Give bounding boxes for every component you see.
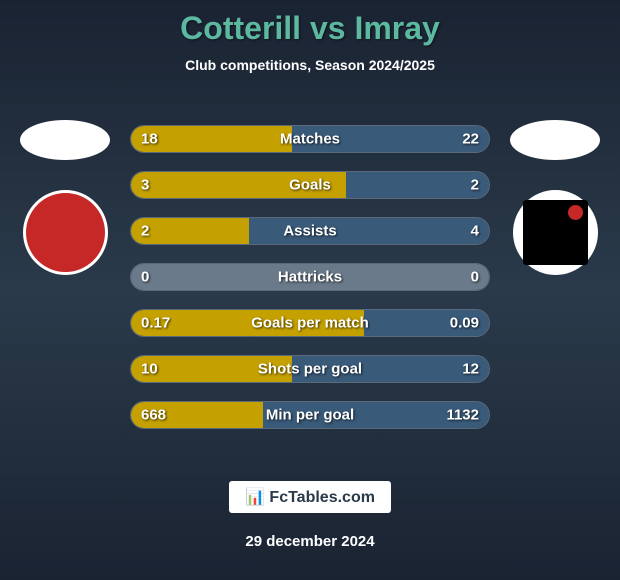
badge-bromley-icon	[523, 200, 588, 265]
stat-bar-right	[346, 172, 489, 198]
stat-label: Min per goal	[266, 407, 354, 424]
stat-row-matches: 18 Matches 22	[130, 125, 490, 153]
stat-label: Assists	[283, 223, 336, 240]
stat-row-hattricks: 0 Hattricks 0	[130, 263, 490, 291]
stat-value-right: 0.09	[450, 315, 479, 332]
stat-value-left: 0.17	[141, 315, 170, 332]
footer: 📊 FcTables.com 29 december 2024	[0, 481, 620, 550]
logo-box: 📊 FcTables.com	[229, 481, 391, 513]
club-badge-left	[23, 190, 108, 275]
club-badge-right	[513, 190, 598, 275]
player-left-panel	[20, 120, 110, 275]
stat-value-right: 2	[471, 177, 479, 194]
stat-value-right: 4	[471, 223, 479, 240]
stat-label: Hattricks	[278, 269, 342, 286]
stat-label: Shots per goal	[258, 361, 362, 378]
stat-value-right: 1132	[446, 407, 479, 424]
header: Cotterill vs Imray Club competitions, Se…	[0, 0, 620, 73]
comparison-title: Cotterill vs Imray	[0, 10, 620, 47]
logo-chart-icon: 📊	[245, 489, 265, 506]
stat-label: Matches	[280, 131, 340, 148]
stat-value-left: 668	[141, 407, 166, 424]
stat-value-left: 10	[141, 361, 158, 378]
stats-container: 18 Matches 22 3 Goals 2 2 Assists 4 0 Ha…	[130, 125, 490, 447]
stat-value-left: 3	[141, 177, 149, 194]
stat-row-min-per-goal: 668 Min per goal 1132	[130, 401, 490, 429]
stat-row-goals: 3 Goals 2	[130, 171, 490, 199]
stat-row-goals-per-match: 0.17 Goals per match 0.09	[130, 309, 490, 337]
season-subtitle: Club competitions, Season 2024/2025	[0, 57, 620, 73]
stat-row-shots-per-goal: 10 Shots per goal 12	[130, 355, 490, 383]
stat-row-assists: 2 Assists 4	[130, 217, 490, 245]
footer-date: 29 december 2024	[0, 533, 620, 550]
stat-label: Goals	[289, 177, 331, 194]
stat-value-left: 0	[141, 269, 149, 286]
stat-value-left: 18	[141, 131, 158, 148]
logo-text: FcTables.com	[269, 489, 375, 506]
stat-value-right: 22	[462, 131, 479, 148]
badge-swindon-icon	[40, 208, 90, 258]
stat-value-right: 12	[462, 361, 479, 378]
stat-value-left: 2	[141, 223, 149, 240]
player-right-silhouette	[510, 120, 600, 160]
player-left-silhouette	[20, 120, 110, 160]
player-right-panel	[510, 120, 600, 275]
stat-label: Goals per match	[251, 315, 369, 332]
stat-value-right: 0	[471, 269, 479, 286]
